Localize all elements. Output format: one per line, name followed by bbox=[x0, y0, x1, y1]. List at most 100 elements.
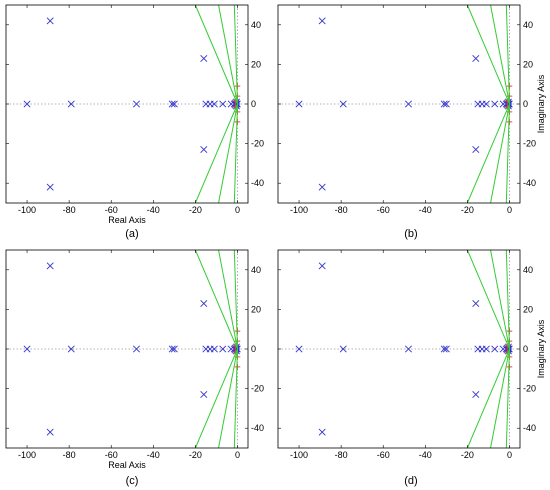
y-tick-label: 0 bbox=[251, 99, 256, 109]
root-locus-branch bbox=[194, 250, 238, 350]
pole-marker bbox=[318, 262, 326, 270]
y-tick-label: 20 bbox=[251, 59, 261, 69]
x-tick-label: 0 bbox=[507, 450, 512, 460]
y-tick-label: 40 bbox=[523, 20, 533, 30]
zero-marker bbox=[506, 364, 513, 370]
pole-marker bbox=[318, 183, 326, 191]
zero-marker bbox=[506, 83, 513, 89]
x-tick-label: 0 bbox=[507, 205, 512, 215]
x-tick-label: 0 bbox=[235, 205, 240, 215]
root-locus-branch bbox=[466, 348, 510, 448]
x-tick-label: -100 bbox=[290, 450, 308, 460]
x-tick-label: -100 bbox=[18, 450, 36, 460]
pole-marker bbox=[200, 54, 208, 62]
y-tick-label: 20 bbox=[523, 304, 533, 314]
zero-marker bbox=[234, 83, 241, 89]
pole-marker bbox=[46, 17, 54, 25]
root-locus-branch bbox=[233, 103, 238, 203]
root-locus-branch bbox=[490, 348, 510, 448]
zero-marker bbox=[506, 328, 513, 334]
x-tick-label: -60 bbox=[377, 205, 390, 215]
pole-marker bbox=[404, 100, 412, 108]
pole-marker bbox=[472, 146, 480, 154]
root-locus-branch bbox=[218, 250, 238, 350]
pole-marker bbox=[219, 345, 227, 353]
pole-marker bbox=[472, 391, 480, 399]
root-locus-branch bbox=[218, 5, 238, 105]
plot-area bbox=[6, 250, 248, 448]
root-locus-branch bbox=[218, 348, 238, 448]
pole-marker bbox=[482, 345, 490, 353]
root-locus-branch bbox=[505, 5, 510, 105]
y-tick-label: 0 bbox=[251, 344, 256, 354]
root-locus-branch bbox=[233, 348, 238, 448]
y-tick-label: -20 bbox=[251, 384, 264, 394]
y-tick-label: -40 bbox=[523, 178, 536, 188]
pole-marker bbox=[46, 262, 54, 270]
y-axis-label: Imaginary Axis bbox=[536, 319, 546, 378]
pole-marker bbox=[200, 299, 208, 307]
plot-area bbox=[278, 5, 520, 203]
pole-marker bbox=[132, 345, 140, 353]
root-locus-branch bbox=[490, 5, 510, 105]
y-tick-label: 0 bbox=[523, 344, 528, 354]
panel-label: (d) bbox=[404, 475, 417, 487]
x-tick-label: -80 bbox=[335, 450, 348, 460]
x-tick-label: -100 bbox=[290, 205, 308, 215]
pole-marker bbox=[440, 100, 448, 108]
plot-area bbox=[6, 5, 248, 203]
pole-marker bbox=[200, 146, 208, 154]
pole-marker bbox=[170, 345, 178, 353]
y-tick-label: -40 bbox=[523, 423, 536, 433]
y-tick-label: -40 bbox=[251, 178, 264, 188]
root-locus-branch bbox=[505, 348, 510, 448]
x-tick-label: -20 bbox=[461, 205, 474, 215]
root-locus-branch bbox=[233, 250, 238, 350]
x-tick-label: -40 bbox=[419, 450, 432, 460]
x-tick-label: -80 bbox=[63, 205, 76, 215]
x-tick-label: -60 bbox=[377, 450, 390, 460]
panel-label: (a) bbox=[125, 228, 138, 240]
pole-marker bbox=[491, 100, 499, 108]
panel-3: -100 -80 -60 -40 -20 0 -40 -20 0 20 40 Real Axis (c) bbox=[5, 249, 264, 487]
root-locus-branch bbox=[218, 103, 238, 203]
pole-marker bbox=[440, 345, 448, 353]
panel-1: -100 -80 -60 -40 -20 0 -40 -20 0 20 40 Real Axis (a) bbox=[5, 4, 264, 240]
pole-marker bbox=[46, 428, 54, 436]
pole-marker bbox=[442, 100, 450, 108]
y-tick-label: 40 bbox=[251, 20, 261, 30]
pole-marker bbox=[472, 54, 480, 62]
pole-marker bbox=[295, 100, 303, 108]
pole-marker bbox=[46, 183, 54, 191]
y-tick-label: -20 bbox=[251, 139, 264, 149]
y-tick-label: -20 bbox=[523, 139, 536, 149]
pole-marker bbox=[200, 391, 208, 399]
root-locus-branch bbox=[490, 103, 510, 203]
pole-marker bbox=[318, 428, 326, 436]
y-tick-label: -40 bbox=[251, 423, 264, 433]
pole-marker bbox=[132, 100, 140, 108]
y-axis-label: Imaginary Axis bbox=[536, 74, 546, 133]
pole-marker bbox=[295, 345, 303, 353]
x-tick-label: 0 bbox=[235, 450, 240, 460]
zero-marker bbox=[234, 364, 241, 370]
root-locus-branch bbox=[505, 103, 510, 203]
root-locus-branch bbox=[466, 250, 510, 350]
x-tick-label: -60 bbox=[105, 205, 118, 215]
x-tick-label: -40 bbox=[147, 450, 160, 460]
x-tick-label: -80 bbox=[335, 205, 348, 215]
panel-4: -100 -80 -60 -40 -20 0 -40 -20 0 20 40 Imaginary Ax… bbox=[277, 249, 546, 487]
pole-marker bbox=[67, 100, 75, 108]
x-tick-label: -20 bbox=[461, 450, 474, 460]
panel-label: (c) bbox=[126, 475, 139, 487]
x-tick-label: -20 bbox=[189, 205, 202, 215]
y-tick-label: 40 bbox=[251, 265, 261, 275]
pole-marker bbox=[491, 345, 499, 353]
root-locus-branch bbox=[466, 5, 510, 105]
root-locus-branch bbox=[233, 5, 238, 105]
pole-marker bbox=[23, 100, 31, 108]
plot-area bbox=[278, 250, 520, 448]
root-locus-branch bbox=[194, 348, 238, 448]
pole-marker bbox=[318, 17, 326, 25]
